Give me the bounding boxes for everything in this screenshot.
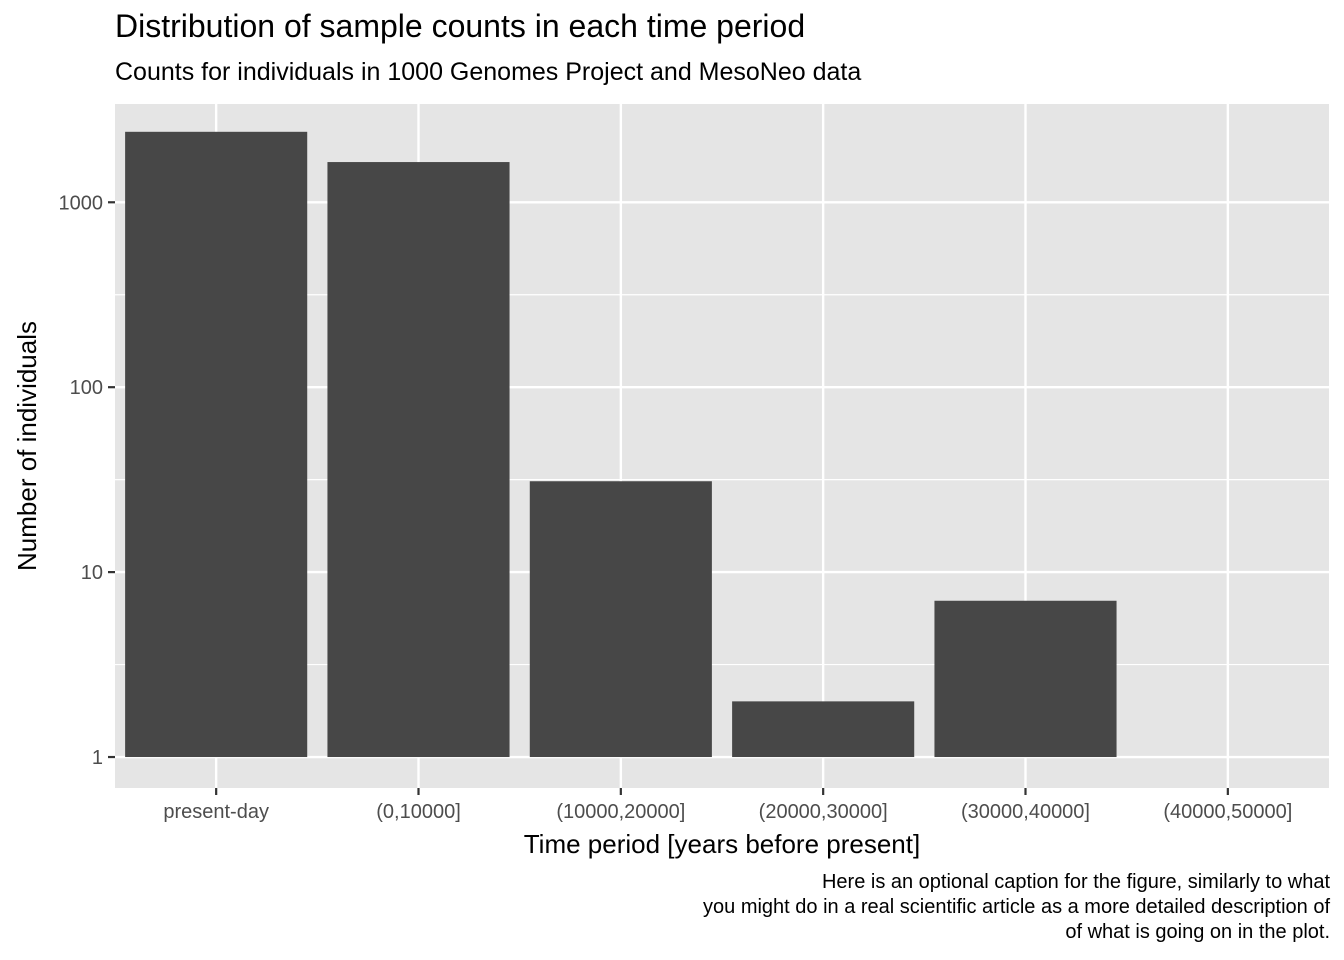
bar-0 (125, 131, 308, 758)
x-axis-title: Time period [years before present] (524, 829, 920, 859)
caption-line-2: you might do in a real scientific articl… (703, 896, 1330, 918)
y-tick-label: 100 (70, 377, 103, 399)
bar-2 (529, 481, 712, 758)
plot-panel (115, 104, 1329, 788)
x-tick-label: (10000,20000] (556, 801, 685, 823)
x-tick-label: (40000,50000] (1163, 801, 1292, 823)
chart-subtitle: Counts for individuals in 1000 Genomes P… (115, 58, 862, 86)
y-tick-label: 10 (81, 562, 103, 584)
y-axis-title: Number of individuals (12, 321, 42, 571)
caption-line-1: Here is an optional caption for the figu… (821, 871, 1330, 893)
x-tick-label: (0,10000] (376, 801, 461, 823)
caption-line-3: of what is going on in the plot. (1065, 921, 1330, 943)
bar-3 (732, 701, 915, 758)
y-tick-label: 1000 (59, 192, 104, 214)
x-tick-label: present-day (163, 801, 269, 823)
y-tick-label: 1 (92, 747, 103, 769)
x-tick-label: (30000,40000] (961, 801, 1090, 823)
figure-caption: Here is an optional caption for the figu… (703, 870, 1330, 945)
bar-4 (934, 600, 1117, 758)
chart-title: Distribution of sample counts in each ti… (115, 8, 806, 44)
x-tick-label: (20000,30000] (759, 801, 888, 823)
bar-1 (327, 162, 510, 758)
